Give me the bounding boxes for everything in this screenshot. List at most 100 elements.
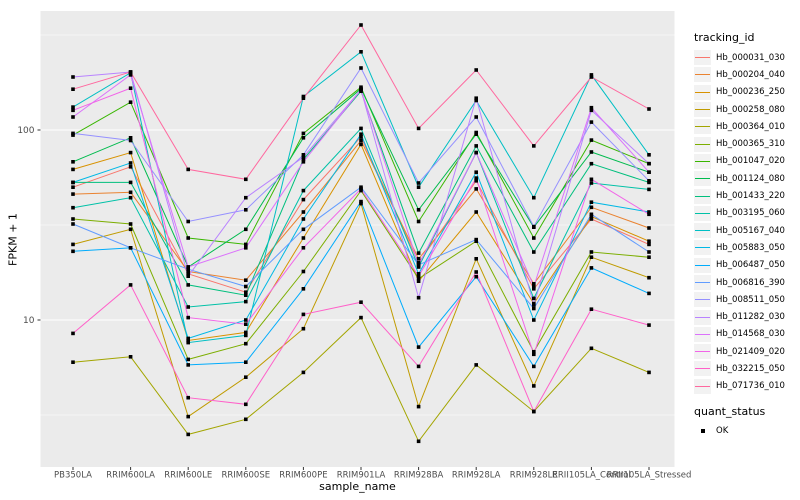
legend-item-Hb_000031_030: Hb_000031_030 [694, 49, 800, 66]
data-point [128, 136, 133, 140]
data-point [589, 75, 594, 79]
data-point [474, 210, 478, 214]
data-point [301, 136, 306, 140]
y-tick-labels: 10 100 [17, 126, 34, 326]
data-point [532, 287, 536, 291]
data-point [244, 290, 248, 294]
legend-key-line [695, 109, 710, 111]
data-point [589, 73, 594, 77]
legend-key-swatch [694, 361, 711, 377]
series-points [71, 23, 651, 444]
legend-key-swatch [694, 50, 711, 66]
legend-key-line [695, 212, 710, 214]
data-point [532, 195, 536, 200]
legend-item-label: Hb_000031_030 [716, 52, 785, 63]
data-point [71, 217, 75, 221]
data-point [647, 242, 651, 247]
data-point [474, 363, 478, 367]
data-point [128, 150, 133, 155]
data-point [647, 210, 651, 214]
data-point [474, 150, 478, 155]
data-point [532, 144, 536, 148]
data-point [244, 360, 248, 364]
legend-item-label: Hb_006816_390 [716, 277, 785, 288]
data-point [416, 219, 421, 224]
data-point [416, 439, 421, 444]
data-point [589, 250, 594, 254]
data-point [244, 417, 248, 422]
data-point [532, 306, 536, 311]
data-point [589, 255, 594, 259]
legend-key-line [695, 368, 710, 370]
data-point [532, 350, 536, 354]
data-point [128, 195, 133, 200]
legend-item-Hb_005883_050: Hb_005883_050 [694, 239, 800, 256]
data-point [128, 180, 133, 185]
data-point [244, 299, 248, 304]
data-point [128, 227, 133, 232]
data-point [301, 188, 306, 193]
data-point [301, 312, 306, 317]
data-point [589, 161, 594, 166]
data-point [416, 208, 421, 212]
data-point [71, 87, 75, 91]
data-point [589, 214, 594, 219]
data-point [474, 98, 478, 103]
data-point [301, 287, 306, 291]
legend-item-Hb_000204_040: Hb_000204_040 [694, 66, 800, 83]
data-point [532, 296, 536, 301]
data-point [647, 255, 651, 259]
data-point [589, 150, 594, 154]
data-point [186, 236, 190, 240]
data-point [244, 246, 248, 250]
data-point [71, 115, 75, 119]
data-point [532, 318, 536, 322]
data-point [186, 272, 190, 276]
data-point [532, 384, 536, 388]
legend-key-swatch [694, 84, 711, 100]
legend-item-Hb_000236_250: Hb_000236_250 [694, 84, 800, 101]
legend-key-line [695, 316, 710, 318]
x-tick-label: RRIM600PE [279, 471, 327, 481]
data-point [416, 261, 421, 265]
data-point [244, 208, 248, 212]
legend-key-swatch [694, 344, 711, 360]
legend-key-line [695, 160, 710, 162]
data-point [474, 144, 478, 148]
gridlines [40, 34, 675, 416]
data-point [589, 108, 594, 113]
data-point [589, 105, 594, 110]
data-point [359, 23, 363, 27]
x-tick-labels: PB350LA RRIM600LA RRIM600LE RRIM600SE RRIM60… [54, 471, 691, 481]
data-point [416, 276, 421, 281]
data-point [416, 251, 421, 255]
legend-item-Hb_001433_220: Hb_001433_220 [694, 187, 800, 204]
data-point [186, 338, 190, 343]
data-point [647, 212, 651, 217]
data-point [647, 226, 651, 230]
x-axis-title: sample_name [319, 480, 396, 493]
legend-item-label: Hb_014568_030 [716, 329, 785, 340]
legend-key-line [695, 351, 710, 353]
legend-key-swatch [694, 326, 711, 342]
legend-key-line [695, 385, 710, 387]
data-point [71, 75, 75, 79]
data-point [301, 153, 306, 157]
data-point [647, 239, 651, 243]
legend-item-label: Hb_032215_050 [716, 363, 785, 374]
data-point [359, 50, 363, 54]
data-point [359, 315, 363, 320]
data-point [647, 161, 651, 166]
data-point [186, 336, 190, 341]
x-tick-label: RRIM928LE [510, 471, 558, 481]
data-point [532, 224, 536, 229]
x-tick-label: RRII105LA_Control [552, 471, 631, 481]
data-point [589, 200, 594, 204]
data-point [416, 185, 421, 189]
data-point [301, 157, 306, 162]
y-tick-label: 10 [23, 316, 35, 326]
data-point [359, 135, 363, 139]
legend-color-title: tracking_id [694, 31, 755, 44]
legend-key-line [695, 230, 710, 232]
legend-key-swatch [694, 257, 711, 273]
